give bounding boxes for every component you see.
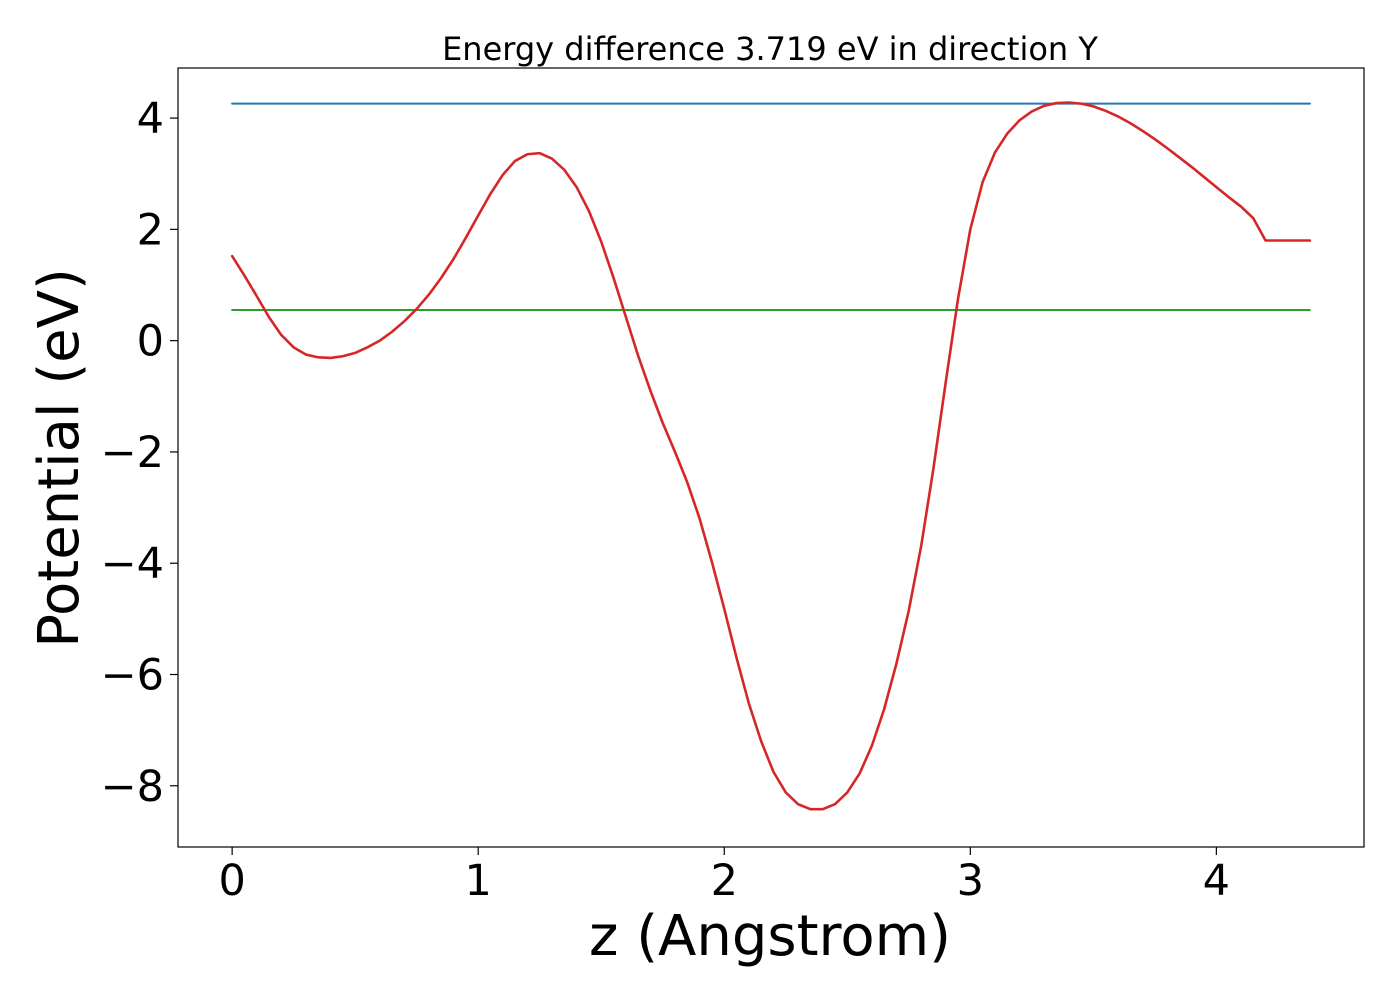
y-tick-label: −2 [101, 428, 164, 478]
x-tick-label: 0 [218, 856, 245, 906]
x-tick-label: 2 [711, 856, 738, 906]
x-tick-label: 4 [1203, 856, 1230, 906]
y-tick-label: −8 [101, 762, 164, 812]
y-tick-label: 4 [137, 94, 164, 144]
potential-line [230, 101, 1312, 811]
y-tick-label: 0 [137, 317, 164, 367]
y-axis-label: Potential (eV) [27, 268, 92, 648]
plot-frame [177, 67, 1365, 848]
x-tick-label: 3 [957, 856, 984, 906]
chart-title: Energy difference 3.719 eV in direction … [442, 30, 1098, 68]
x-tick-label: 1 [465, 856, 492, 906]
y-tick-label: −4 [101, 539, 164, 589]
y-tick-label: −6 [101, 651, 164, 701]
x-axis-label: z (Angstrom) [589, 904, 951, 969]
y-tick-label: 2 [137, 205, 164, 255]
